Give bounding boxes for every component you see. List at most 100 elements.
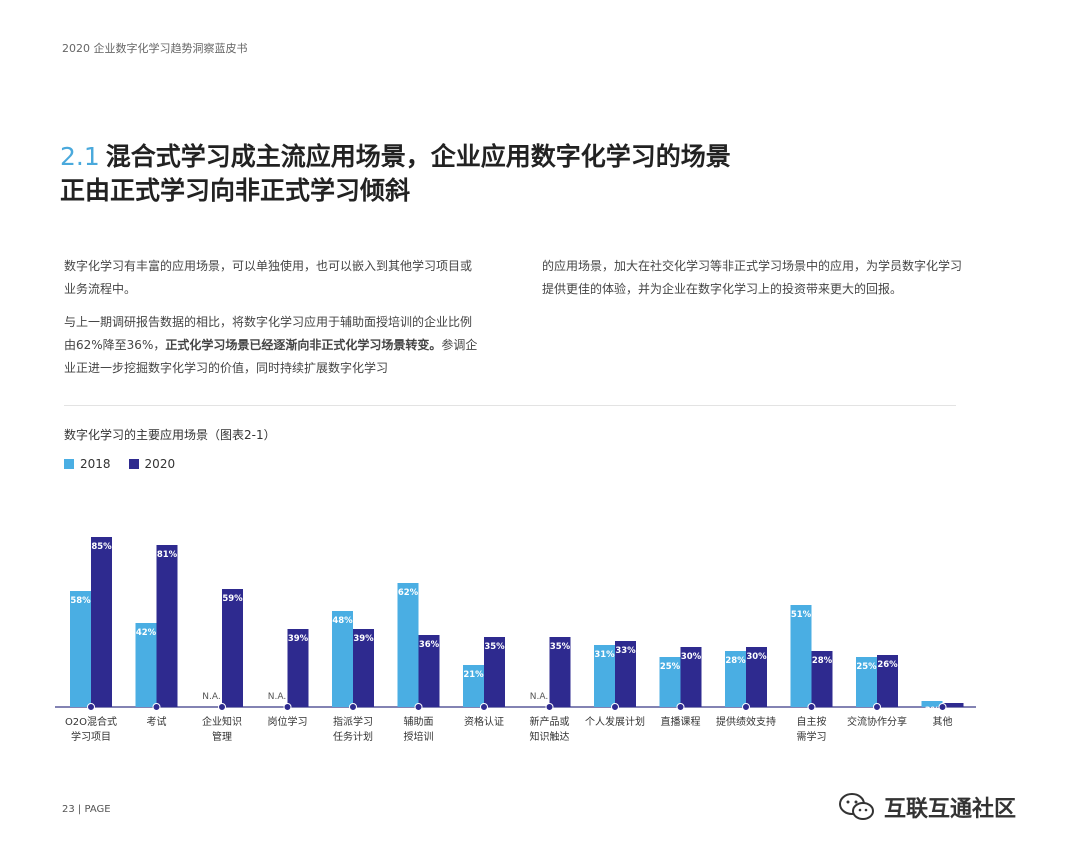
data-label-2020-10: 30% bbox=[746, 652, 767, 662]
wechat-icon bbox=[839, 793, 874, 820]
divider bbox=[64, 405, 956, 406]
paragraph-1: 数字化学习有丰富的应用场景，可以单独使用，也可以嵌入到其他学习项目或业务流程中。 bbox=[64, 259, 473, 296]
data-label-2018-11: 51% bbox=[791, 610, 812, 620]
data-label-2018-13: 3% bbox=[925, 706, 940, 716]
category-marker bbox=[938, 703, 947, 711]
bar-2020-6 bbox=[484, 637, 505, 707]
category-label-0: O2O混合式 bbox=[65, 715, 117, 728]
category-label-7: 新产品或 bbox=[530, 715, 570, 728]
bar-2018-11 bbox=[790, 605, 812, 707]
category-marker bbox=[480, 703, 488, 711]
data-label-2020-12: 26% bbox=[877, 660, 898, 670]
na-label-2018: N.A. bbox=[268, 692, 286, 702]
bar-2018-6 bbox=[463, 665, 484, 707]
data-label-2020-8: 33% bbox=[615, 646, 636, 656]
category-marker bbox=[152, 703, 161, 711]
data-label-2018-9: 25% bbox=[660, 662, 681, 672]
bar-2020-13 bbox=[942, 703, 964, 707]
category-marker bbox=[349, 703, 357, 711]
body-left-column: 数字化学习有丰富的应用场景，可以单独使用，也可以嵌入到其他学习项目或业务流程中。… bbox=[64, 255, 479, 390]
title-line-2: 正由正式学习向非正式学习倾斜 bbox=[60, 176, 411, 205]
data-label-2020-1: 81% bbox=[157, 550, 178, 560]
category-marker bbox=[283, 703, 292, 711]
data-label-2020-9: 30% bbox=[681, 652, 702, 662]
paragraph-2: 与上一期调研报告数据的相比，将数字化学习应用于辅助面授培训的企业比例由62%降至… bbox=[64, 311, 479, 380]
category-label-12: 交流协作分享 bbox=[847, 715, 907, 728]
bar-2020-10 bbox=[746, 647, 767, 707]
bar-2018-4 bbox=[332, 611, 353, 707]
bar-2020-11 bbox=[811, 651, 833, 707]
data-label-2020-0: 85% bbox=[91, 542, 112, 552]
paragraph-2-text-b: 参调企业正进一步挖掘数字化学习的价值，同时持续扩展数字化学习 bbox=[64, 338, 478, 375]
watermark-text: 互联互通社区 bbox=[884, 797, 1017, 822]
category-label-5: 授培训 bbox=[404, 730, 434, 743]
category-marker bbox=[218, 703, 226, 711]
data-label-2020-13: 2% bbox=[946, 708, 961, 718]
bar-2020-1 bbox=[156, 545, 178, 707]
data-label-2018-6: 21% bbox=[463, 670, 484, 680]
legend-item-2018: 2018 bbox=[64, 457, 111, 471]
category-marker bbox=[676, 703, 685, 711]
category-marker bbox=[87, 703, 95, 711]
category-label-11: 需学习 bbox=[797, 730, 827, 743]
legend-label-2018: 2018 bbox=[80, 457, 111, 471]
category-label-4: 任务计划 bbox=[333, 730, 373, 743]
category-marker bbox=[742, 703, 750, 711]
data-label-2018-5: 62% bbox=[398, 588, 419, 598]
bar-2018-5 bbox=[397, 583, 419, 707]
bar-2020-0 bbox=[91, 537, 112, 707]
category-label-4: 指派学习 bbox=[333, 715, 373, 728]
data-label-2020-2: 59% bbox=[222, 594, 243, 604]
bar-2018-9 bbox=[659, 657, 681, 707]
bar-2020-4 bbox=[353, 629, 374, 707]
category-label-0: 学习项目 bbox=[71, 730, 111, 743]
bar-2020-5 bbox=[418, 635, 440, 707]
category-label-1: 考试 bbox=[147, 715, 167, 728]
category-label-2: 企业知识 bbox=[202, 715, 242, 728]
bar-2018-0 bbox=[70, 591, 91, 707]
bar-2018-13 bbox=[921, 701, 943, 707]
legend-label-2020: 2020 bbox=[144, 457, 176, 471]
bar-2020-8 bbox=[615, 641, 636, 707]
data-label-2018-1: 42% bbox=[136, 628, 157, 638]
data-label-2018-0: 58% bbox=[70, 596, 91, 606]
legend-item-2020: 2020 bbox=[128, 457, 176, 471]
category-label-9: 直播课程 bbox=[661, 715, 701, 728]
na-label-2018: N.A. bbox=[202, 692, 220, 702]
data-label-2020-6: 35% bbox=[484, 642, 505, 652]
category-label-11: 自主按 bbox=[797, 715, 827, 728]
data-label-2018-4: 48% bbox=[332, 616, 353, 626]
category-label-2: 管理 bbox=[212, 730, 232, 743]
category-label-10: 提供绩效支持 bbox=[716, 715, 776, 728]
category-marker bbox=[807, 703, 816, 711]
category-marker bbox=[414, 703, 423, 711]
chart-legend: 2018 2020 bbox=[64, 457, 175, 471]
legend-swatch-2018 bbox=[64, 459, 74, 469]
bar-2020-2 bbox=[222, 589, 243, 707]
na-label-2018: N.A. bbox=[530, 692, 548, 702]
chart-title: 数字化学习的主要应用场景（图表2-1） bbox=[64, 428, 276, 442]
data-label-2020-5: 36% bbox=[419, 640, 440, 650]
title-line-1: 混合式学习成主流应用场景，企业应用数字化学习的场景 bbox=[105, 142, 731, 171]
category-label-3: 岗位学习 bbox=[268, 715, 308, 728]
category-label-8: 个人发展计划 bbox=[585, 715, 645, 728]
bar-2020-9 bbox=[680, 647, 702, 707]
bar-2020-12 bbox=[877, 655, 898, 707]
data-label-2018-10: 28% bbox=[725, 656, 746, 666]
paragraph-2-bold: 正式化学习场景已经逐渐向非正式化学习场景转变。 bbox=[165, 338, 442, 352]
category-label-7: 知识触达 bbox=[530, 730, 570, 743]
section-title: 2.1 混合式学习成主流应用场景，企业应用数字化学习的场景 正由正式学习向非正式学… bbox=[60, 140, 731, 208]
category-label-6: 资格认证 bbox=[464, 715, 504, 728]
data-label-2020-11: 28% bbox=[812, 656, 833, 666]
page-footer: 23 | PAGE bbox=[62, 804, 111, 815]
bar-2020-7 bbox=[549, 637, 571, 707]
category-marker bbox=[873, 703, 881, 711]
bar-2018-8 bbox=[594, 645, 615, 707]
category-label-5: 辅助面 bbox=[404, 715, 434, 728]
section-number: 2.1 bbox=[60, 142, 100, 171]
category-marker bbox=[611, 703, 619, 711]
bar-2018-12 bbox=[856, 657, 877, 707]
data-label-2020-4: 39% bbox=[353, 634, 374, 644]
document-header: 2020 企业数字化学习趋势洞察蓝皮书 bbox=[62, 42, 248, 55]
